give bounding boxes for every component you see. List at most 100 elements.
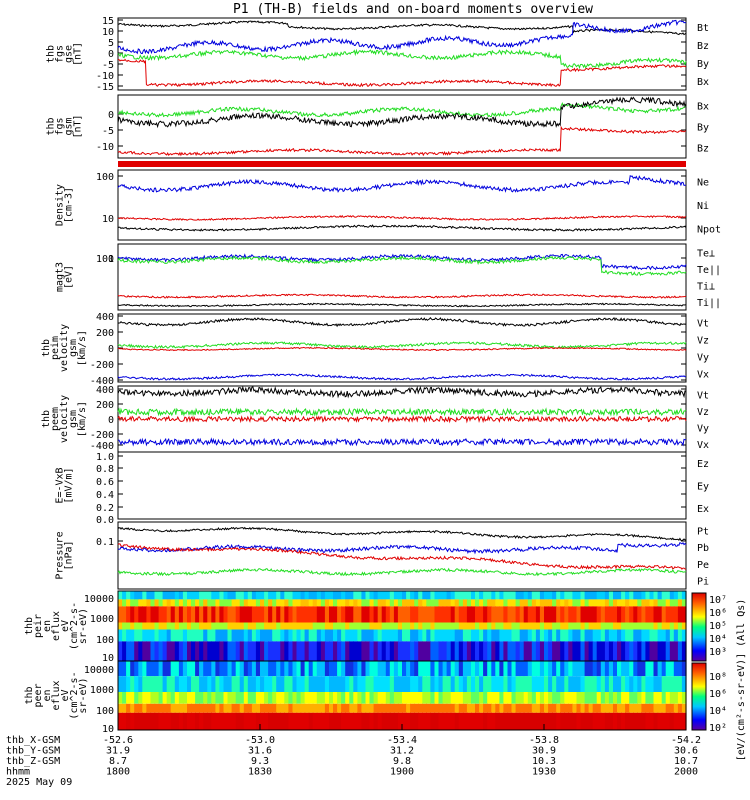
spectrogram-peir-cell: [596, 641, 602, 661]
spectrogram-peer-cell: [377, 703, 383, 713]
legend-fgs_gsm-2: Bz: [697, 144, 709, 155]
spectrogram-peir-cell: [276, 591, 281, 600]
spectrogram-peer-cell: [333, 703, 338, 713]
spectrogram-peer-cell: [308, 712, 314, 731]
ytick-fgs_gse-6: -15: [96, 82, 114, 93]
spectrogram-peir-cell: [207, 591, 212, 600]
spectrogram-peer-cell: [414, 661, 419, 677]
spectrogram-peer-cell: [166, 661, 172, 677]
spectrogram-peir-cell: [406, 629, 411, 642]
spectrogram-peer-cell: [637, 661, 642, 677]
spectrogram-peir-cell: [661, 622, 667, 630]
spectrogram-peer-cell: [544, 712, 549, 731]
spectrogram-peir-cell: [264, 622, 269, 630]
spectrogram-peir-cell: [146, 641, 152, 661]
spectrogram-peir-cell: [613, 606, 618, 623]
spectrogram-peer-cell: [657, 703, 663, 713]
spectrogram-peir-cell: [320, 629, 326, 642]
spectrogram-peir-cell: [588, 606, 594, 623]
spectrogram-peir-cell: [544, 591, 549, 600]
spectrogram-peer-cell: [535, 661, 541, 677]
spectrogram-peer-cell: [621, 692, 626, 704]
spectrogram-peir-cell: [393, 599, 399, 607]
spectrogram-peir-cell: [304, 591, 310, 600]
spectrogram-peir-cell: [381, 591, 387, 600]
spectrogram-peer-cell: [617, 676, 622, 693]
spectrogram-peir-cell: [146, 599, 152, 607]
spectrogram-peer-cell: [462, 661, 468, 677]
spectrogram-peir-cell: [316, 622, 322, 630]
xaxis-row-label-0: thb_X-GSM: [6, 735, 60, 746]
spectrogram-peer-cell: [487, 712, 492, 731]
spectrogram-peer-cell: [211, 703, 216, 713]
ylabel-fgs_gsm-2: gsm: [64, 117, 75, 135]
ytick-peem-3: -200: [90, 430, 114, 441]
spectrogram-peir-cell: [677, 599, 683, 607]
spectrogram-peer-cell: [491, 692, 496, 704]
spectrogram-peir-cell: [576, 591, 582, 600]
spectrogram-peir-cell: [681, 591, 687, 600]
spectrogram-peer-cell: [430, 712, 436, 731]
spectrogram-peir-cell: [268, 641, 273, 661]
spectrogram-peir-cell: [673, 599, 679, 607]
spectrogram-peir-cell: [580, 622, 586, 630]
spectrogram-peir-cell: [576, 599, 582, 607]
spectrogram-peer-cell: [681, 661, 687, 677]
spectrogram-peer-cell: [154, 712, 160, 731]
spectrogram-peer-cell: [604, 661, 610, 677]
spectrogram-peer-cell: [288, 661, 294, 677]
spectrogram-peer-cell: [406, 712, 411, 731]
spectrogram-peer-cell: [673, 661, 679, 677]
line-Te-perp: [117, 293, 687, 299]
spectrogram-peir-cell: [519, 591, 525, 600]
spectrogram-peer-cell: [150, 712, 156, 731]
spectrogram-peir-cell: [681, 599, 687, 607]
spectrogram-peer-cell: [333, 692, 338, 704]
spectrogram-peer-cell: [312, 703, 318, 713]
spectrogram-peir-cell: [430, 622, 436, 630]
spectrogram-peir-cell: [681, 606, 687, 623]
spectrogram-peir-cell: [604, 622, 610, 630]
spectrogram-peer-cell: [544, 676, 549, 693]
spectrogram-peer-cell: [243, 703, 249, 713]
spectrogram-peer-cell: [596, 661, 602, 677]
spectrogram-peer-cell: [349, 661, 354, 677]
spectrogram-peer-cell: [673, 692, 679, 704]
spectrogram-peer-cell: [369, 676, 375, 693]
spectrogram-peer-cell: [345, 676, 350, 693]
spectrogram-peer-cell: [219, 661, 225, 677]
spectrogram-peir-cell: [422, 629, 427, 642]
spectrogram-peir-cell: [361, 622, 367, 630]
spectrogram-peer-cell: [576, 676, 582, 693]
spectrogram-peer-cell: [219, 676, 225, 693]
spectrogram-peir-cell: [292, 629, 298, 642]
spectrogram-peir-cell: [499, 591, 505, 600]
spectrogram-peir-cell: [341, 591, 346, 600]
spectrogram-peer-cell: [402, 676, 407, 693]
spectrogram-peer-cell: [227, 676, 233, 693]
spectrogram-peir-cell: [235, 599, 241, 607]
spectrogram-peir-cell: [292, 599, 298, 607]
spectrogram-peir-cell: [182, 629, 188, 642]
spectrogram-peer-cell: [187, 692, 192, 704]
spectrogram-peer-cell: [142, 712, 147, 731]
spectrogram-peer-cell: [300, 676, 306, 693]
spectrogram-peer-cell: [661, 712, 667, 731]
spectrogram-peer-cell: [649, 703, 655, 713]
spectrogram-peer-cell: [406, 661, 411, 677]
spectrogram-peir-cell: [466, 591, 472, 600]
panel-peer: thbpeerenefluxeV(cm^2-s-sr-eV)1000010001…: [24, 665, 686, 735]
panel-peem: thbpeemvelocitygsm[km/s]4002000-200-400V…: [41, 385, 709, 453]
spectrogram-peer-cell: [174, 692, 180, 704]
spectrogram-peer-cell: [438, 676, 444, 693]
ylabel-pressure-1: [nPa]: [64, 540, 75, 570]
spectrogram-peir-cell: [199, 591, 204, 600]
spectrogram-peir-cell: [397, 641, 403, 661]
spectrogram-peer-cell: [187, 703, 192, 713]
spectrogram-peer-cell: [584, 703, 590, 713]
spectrogram-peir-cell: [507, 622, 513, 630]
spectrogram-peer-cell: [552, 692, 557, 704]
spectrogram-peir-cell: [304, 622, 310, 630]
spectrogram-peir-cell: [523, 591, 529, 600]
